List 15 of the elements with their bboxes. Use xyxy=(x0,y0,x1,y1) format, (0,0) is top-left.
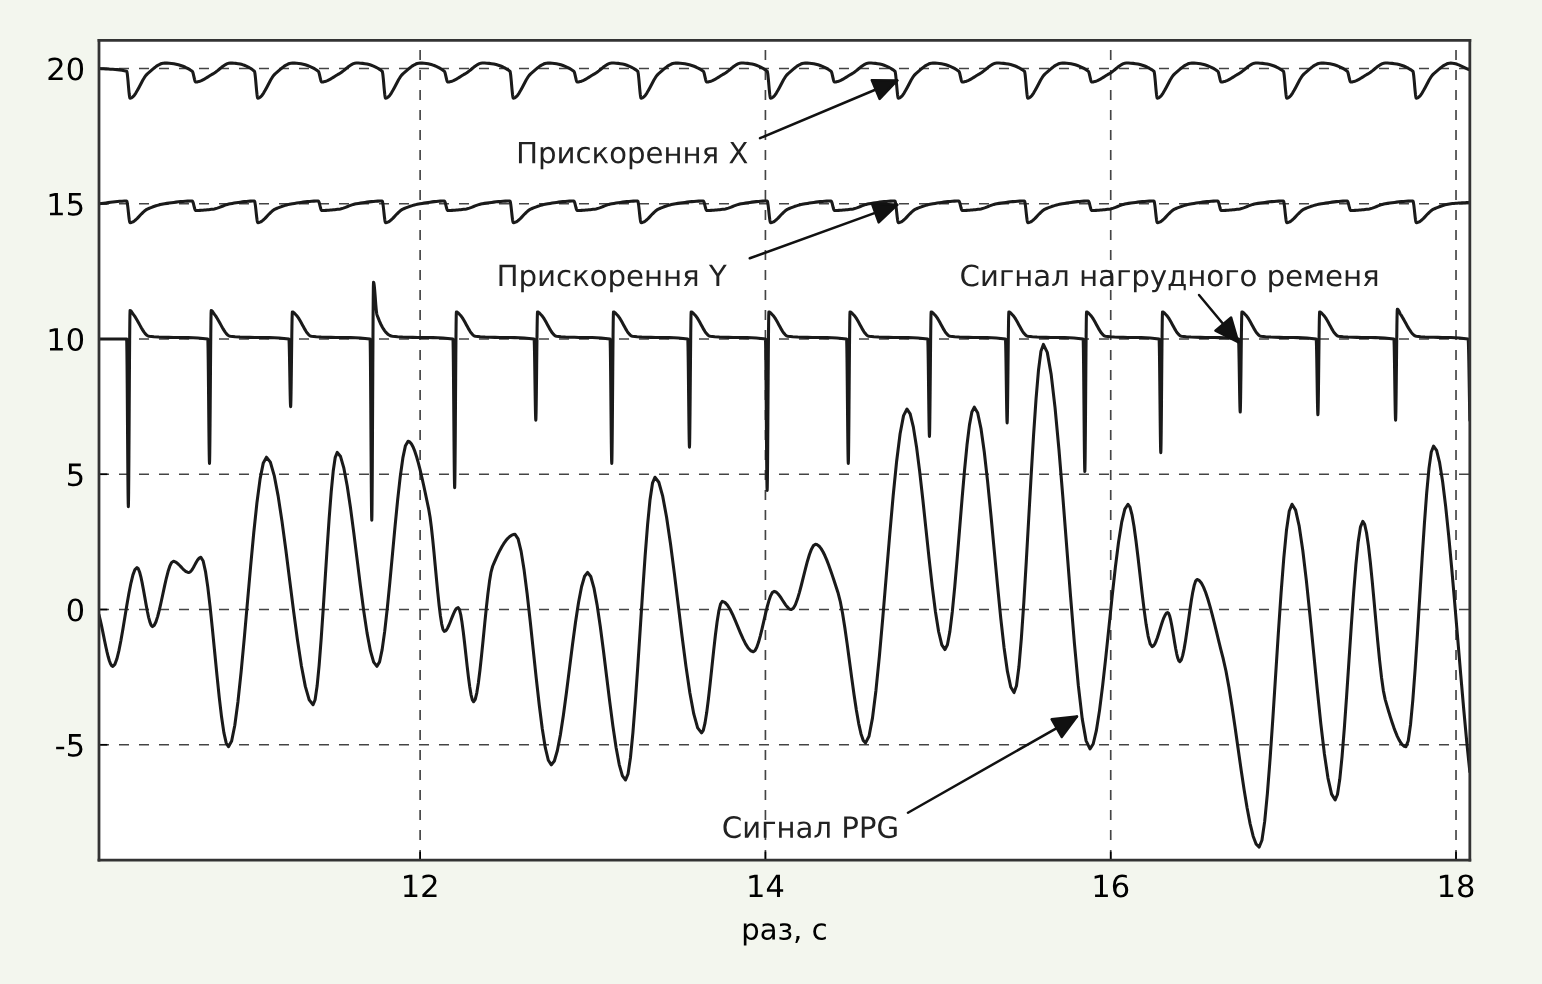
annotation: Сигнал PPG xyxy=(723,816,897,839)
y-tick-label: 15 xyxy=(49,193,83,216)
x-tick-label: 12 xyxy=(404,874,437,898)
y-tick-label: 5 xyxy=(68,463,83,487)
annotation: Сигнал нагрудного ременя xyxy=(961,264,1378,293)
annotation: Прискорення Y xyxy=(499,264,727,293)
y-tick-label: 20 xyxy=(48,57,84,81)
y-tick-label: 0 xyxy=(67,598,84,622)
x-axis-title: раз, с xyxy=(743,923,826,946)
y-tick-label: 10 xyxy=(49,327,84,352)
x-tick-label: 18 xyxy=(1439,874,1474,898)
y-tick-label: -5 xyxy=(56,734,83,757)
x-tick-label: 16 xyxy=(1094,874,1129,898)
annotation: Прискорення X xyxy=(518,141,748,170)
x-tick-label: 14 xyxy=(749,874,784,898)
